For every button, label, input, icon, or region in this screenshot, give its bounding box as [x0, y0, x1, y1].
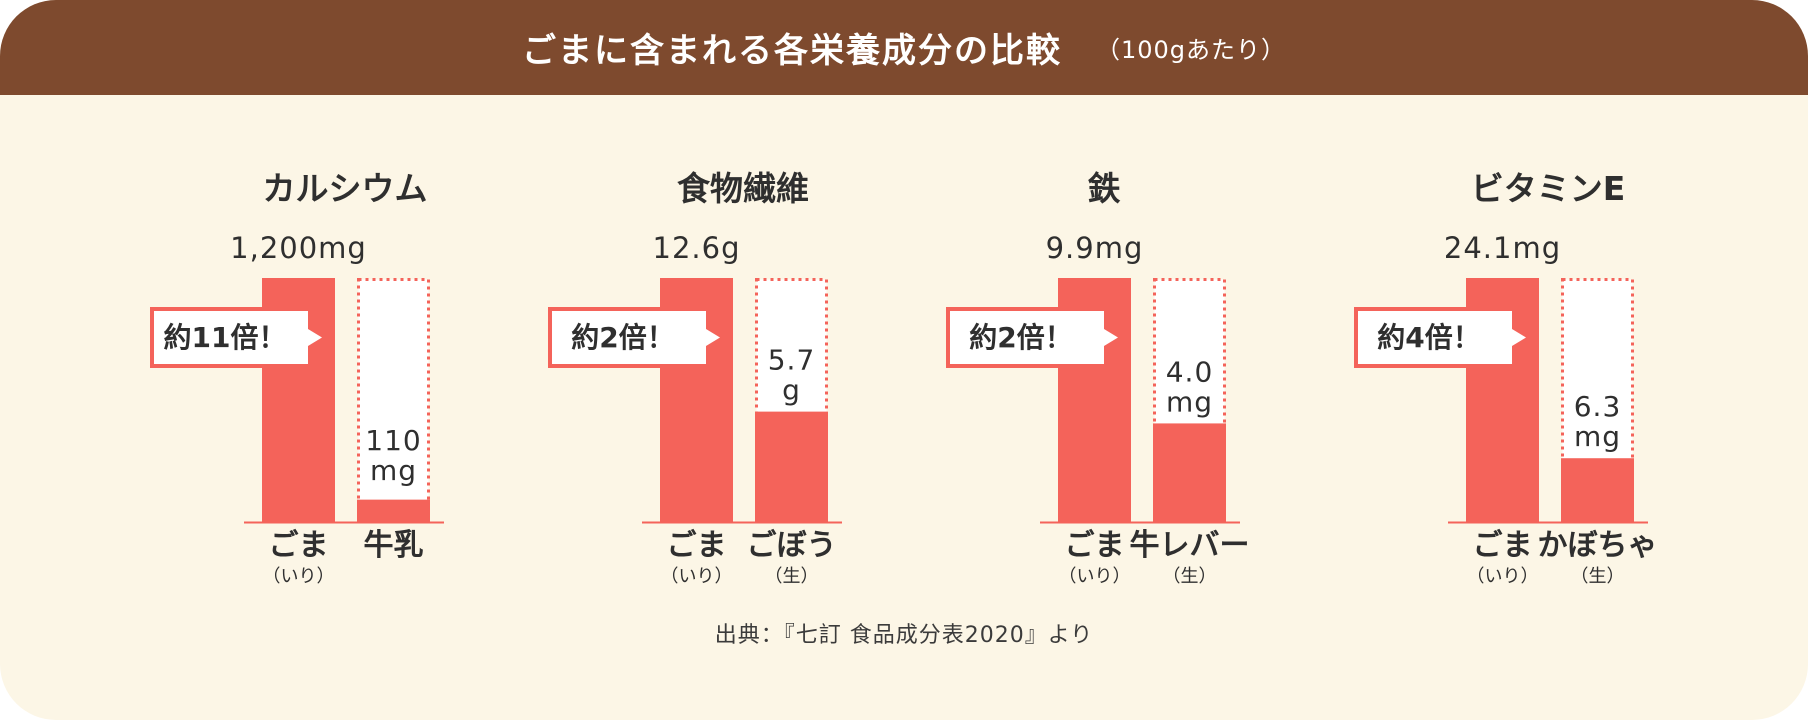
ratio-callout-box: [946, 307, 1108, 368]
callout-pointer: [1104, 329, 1118, 346]
comparison-value-label: 4.0: [1166, 355, 1214, 388]
category-label: ごま: [1065, 528, 1125, 563]
comparison-value-label: 5.7: [768, 344, 816, 377]
callout-pointer: [308, 329, 322, 346]
page-subtitle: （100gあたり）: [1095, 36, 1287, 64]
nutrient-title: カルシウム: [263, 169, 428, 208]
ratio-callout-box: [1354, 307, 1516, 368]
callout-pointer: [706, 329, 720, 346]
source-citation: 出典：『七訂 食品成分表2020』より: [714, 623, 1094, 648]
bar-comparison: [1561, 458, 1634, 522]
category-note: （いり）: [661, 566, 733, 587]
comparison-outline: [357, 278, 430, 524]
comparison-value-label: 110: [365, 424, 421, 457]
category-label: かぼちゃ: [1538, 528, 1658, 563]
bar-comparison: [755, 411, 828, 522]
category-label: ごぼう: [747, 528, 837, 563]
bar-comparison: [1153, 423, 1226, 522]
comparison-value-label: g: [782, 374, 801, 407]
page-title: ごまに含まれる各栄養成分の比較: [521, 31, 1062, 71]
comparison-value-label: mg: [370, 454, 417, 487]
callout-pointer: [1512, 329, 1526, 346]
category-label: ごま: [269, 528, 329, 563]
ratio-label: 約2倍！: [571, 321, 674, 354]
main-value-label: 9.9mg: [1046, 231, 1144, 265]
main-value-label: 1,200mg: [230, 231, 367, 265]
comparison-value-label: mg: [1166, 385, 1213, 418]
ratio-label: 約2倍！: [969, 321, 1072, 354]
category-note: （いり）: [1059, 566, 1131, 587]
main-value-label: 12.6g: [653, 231, 741, 265]
category-label: ごま: [1473, 528, 1533, 563]
category-note: （生）: [1163, 566, 1217, 587]
category-note: （生）: [765, 566, 819, 587]
category-note: （生）: [1571, 566, 1625, 587]
ratio-label: 約11倍！: [164, 321, 287, 354]
bar-comparison: [357, 499, 430, 522]
category-label: 牛レバー: [1130, 528, 1250, 563]
category-note: （いり）: [263, 566, 335, 587]
ratio-callout-box: [150, 307, 312, 368]
chart-panel: ビタミンE 24.1mg 6.3mg 約4倍！ ごま かぼちゃ （いり） （生）: [1354, 169, 1658, 587]
category-note: （いり）: [1467, 566, 1539, 587]
nutrient-title: 食物繊維: [677, 169, 809, 208]
header-bar: ごまに含まれる各栄養成分の比較 （100gあたり）: [0, 0, 1808, 95]
category-label: ごま: [667, 528, 727, 563]
comparison-value-label: mg: [1574, 420, 1621, 453]
category-label: 牛乳: [364, 528, 424, 563]
chart-panel: 鉄 9.9mg 4.0mg 約2倍！ ごま 牛レバー （いり） （生）: [946, 169, 1250, 587]
comparison-value-label: 6.3: [1574, 390, 1622, 423]
ratio-label: 約4倍！: [1377, 321, 1480, 354]
nutrient-title: ビタミンE: [1471, 169, 1626, 208]
main-value-label: 24.1mg: [1444, 231, 1561, 265]
chart-panel: 食物繊維 12.6g 5.7g 約2倍！ ごま ごぼう （いり） （生）: [548, 169, 842, 587]
nutrient-title: 鉄: [1088, 169, 1121, 208]
